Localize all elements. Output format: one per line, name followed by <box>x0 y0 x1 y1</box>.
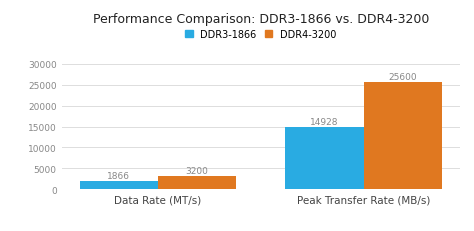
Text: 1866: 1866 <box>107 172 130 181</box>
Bar <box>285 127 364 189</box>
Title: Performance Comparison: DDR3-1866 vs. DDR4-3200: Performance Comparison: DDR3-1866 vs. DD… <box>92 13 429 26</box>
Text: 25600: 25600 <box>388 73 417 82</box>
Bar <box>364 83 442 189</box>
Bar <box>158 176 236 189</box>
Text: 14928: 14928 <box>310 117 339 126</box>
Bar <box>80 182 158 189</box>
Legend: DDR3-1866, DDR4-3200: DDR3-1866, DDR4-3200 <box>185 30 337 40</box>
Text: 3200: 3200 <box>185 166 209 175</box>
